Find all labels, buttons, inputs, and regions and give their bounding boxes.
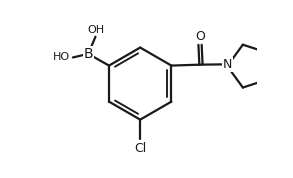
- Text: HO: HO: [53, 53, 70, 62]
- Text: O: O: [195, 30, 205, 43]
- Text: N: N: [223, 58, 232, 71]
- Text: OH: OH: [87, 25, 104, 35]
- Text: Cl: Cl: [134, 142, 146, 155]
- Text: B: B: [84, 47, 93, 61]
